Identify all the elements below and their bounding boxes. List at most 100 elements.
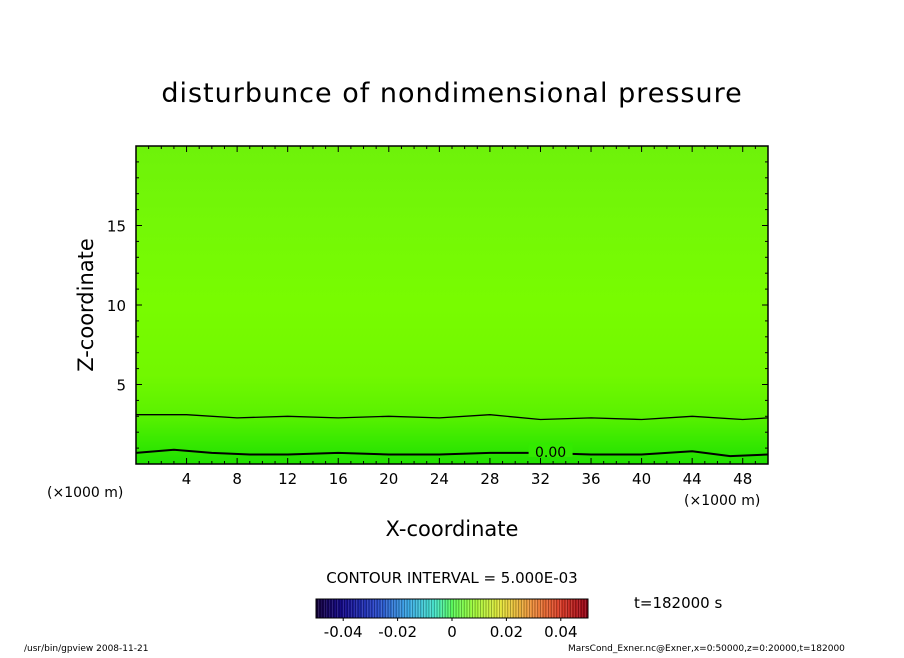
contour-line bbox=[136, 414, 769, 421]
colorbar-cell bbox=[539, 599, 542, 618]
x-tick-label: 48 bbox=[733, 470, 752, 488]
colorbar-cell bbox=[514, 599, 518, 618]
colorbar-cell bbox=[389, 599, 393, 618]
colorbar-cell bbox=[574, 599, 578, 618]
colorbar-cell bbox=[419, 599, 423, 618]
colorbar-cell bbox=[403, 599, 406, 618]
y-unit-label: (×1000 m) bbox=[47, 485, 123, 501]
colorbar-cell bbox=[348, 599, 352, 618]
y-tick-label: 5 bbox=[116, 377, 126, 395]
colorbar-cell bbox=[498, 599, 501, 618]
colorbar-cell bbox=[413, 599, 417, 618]
colorbar-cell bbox=[378, 599, 382, 618]
colorbar-cell bbox=[356, 599, 360, 618]
x-tick-label: 28 bbox=[480, 470, 499, 488]
colorbar-cell bbox=[525, 599, 529, 618]
colorbar-cell bbox=[321, 599, 325, 618]
colorbar-cell bbox=[411, 599, 414, 618]
colorbar-tick-label: 0.02 bbox=[490, 623, 523, 641]
colorbar-cell bbox=[394, 599, 398, 618]
x-tick-label: 40 bbox=[632, 470, 651, 488]
colorbar bbox=[316, 599, 588, 618]
colorbar-cell bbox=[579, 599, 583, 618]
colorbar-cell bbox=[405, 599, 409, 618]
colorbar-cell bbox=[528, 599, 531, 618]
colorbar-tick-label: -0.04 bbox=[324, 623, 363, 641]
colorbar-cell bbox=[446, 599, 450, 618]
x-tick-label: 16 bbox=[329, 470, 348, 488]
colorbar-cell bbox=[422, 599, 425, 618]
colorbar-cell bbox=[454, 599, 458, 618]
colorbar-cell bbox=[449, 599, 452, 618]
y-axis-label: Z-coordinate bbox=[74, 238, 98, 372]
colorbar-cell bbox=[536, 599, 540, 618]
colorbar-cell bbox=[555, 599, 559, 618]
colorbar-cell bbox=[354, 599, 357, 618]
x-axis-label: X-coordinate bbox=[386, 517, 519, 541]
colorbar-cell bbox=[359, 599, 363, 618]
colorbar-cell bbox=[484, 599, 488, 618]
contour-line bbox=[135, 448, 769, 458]
colorbar-cell bbox=[324, 599, 327, 618]
colorbar-tick-label: 0.04 bbox=[544, 623, 577, 641]
colorbar-cell bbox=[585, 599, 588, 618]
x-tick-label: 12 bbox=[278, 470, 297, 488]
colorbar-cell bbox=[343, 599, 346, 618]
x-tick-label: 20 bbox=[379, 470, 398, 488]
colorbar-cell bbox=[582, 599, 586, 618]
x-tick-label: 8 bbox=[232, 470, 242, 488]
x-unit-label: (×1000 m) bbox=[684, 493, 760, 509]
colorbar-cell bbox=[345, 599, 349, 618]
colorbar-cell bbox=[506, 599, 510, 618]
colorbar-tick-label: 0 bbox=[447, 623, 457, 641]
colorbar-cell bbox=[509, 599, 512, 618]
pressure-field bbox=[136, 146, 768, 464]
x-tick-label: 4 bbox=[182, 470, 192, 488]
colorbar-cell bbox=[481, 599, 485, 618]
colorbar-cell bbox=[326, 599, 330, 618]
colorbar-cell bbox=[335, 599, 338, 618]
colorbar-cell bbox=[375, 599, 379, 618]
contour-label-bg bbox=[528, 442, 573, 457]
colorbar-cell bbox=[386, 599, 390, 618]
x-tick-label: 32 bbox=[531, 470, 550, 488]
contour-label: 0.00 bbox=[535, 445, 566, 461]
footer-right: MarsCond_Exner.nc@Exner,x=0:50000,z=0:20… bbox=[568, 644, 845, 654]
colorbar-cell bbox=[558, 599, 561, 618]
colorbar-cell bbox=[560, 599, 564, 618]
colorbar-cell bbox=[476, 599, 480, 618]
colorbar-ticks: -0.04 -0.02 0 0.02 0.04 bbox=[324, 618, 578, 641]
colorbar-cell bbox=[443, 599, 447, 618]
colorbar-cell bbox=[541, 599, 545, 618]
colorbar-cell bbox=[384, 599, 387, 618]
colorbar-cell bbox=[479, 599, 482, 618]
colorbar-cell bbox=[577, 599, 580, 618]
colorbar-cell bbox=[460, 599, 463, 618]
colorbar-cell bbox=[465, 599, 469, 618]
colorbar-cell bbox=[500, 599, 504, 618]
colorbar-cell bbox=[511, 599, 515, 618]
contour-lines: 0.00 bbox=[135, 414, 769, 461]
colorbar-cell bbox=[473, 599, 477, 618]
colorbar-cell bbox=[332, 599, 336, 618]
y-tick-label: 10 bbox=[107, 297, 126, 315]
colorbar-cell bbox=[432, 599, 436, 618]
colorbar-cell bbox=[438, 599, 442, 618]
colorbar-cell bbox=[452, 599, 455, 618]
time-label: t=182000 s bbox=[634, 594, 722, 612]
colorbar-cell bbox=[471, 599, 474, 618]
y-ticks: 5 10 15 bbox=[107, 145, 768, 465]
x-ticks: 4 8 12 16 20 24 28 32 36 40 44 48 bbox=[135, 146, 769, 488]
colorbar-cell bbox=[367, 599, 371, 618]
colorbar-cell bbox=[373, 599, 376, 618]
colorbar-cell bbox=[424, 599, 428, 618]
colorbar-cell bbox=[329, 599, 333, 618]
x-tick-label: 44 bbox=[683, 470, 702, 488]
colorbar-cell bbox=[430, 599, 433, 618]
colorbar-cell bbox=[441, 599, 444, 618]
colorbar-cell bbox=[370, 599, 374, 618]
colorbar-cell bbox=[362, 599, 365, 618]
colorbar-cell bbox=[568, 599, 572, 618]
colorbar-cell bbox=[318, 599, 322, 618]
colorbar-cell bbox=[381, 599, 384, 618]
